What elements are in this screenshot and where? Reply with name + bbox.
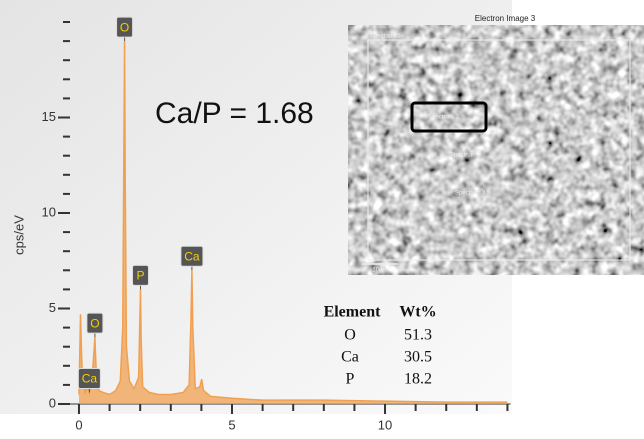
x-tick-label: 5 (228, 417, 235, 432)
table-cell: Ca (341, 349, 359, 366)
x-tick-label: 0 (75, 417, 82, 432)
ratio-annotation: Ca/P = 1.68 (155, 97, 314, 130)
x-tick-label: 10 (378, 417, 392, 432)
inset-title: Electron Image 3 (475, 14, 536, 23)
spectrum-label: Spectrum 3 (450, 153, 481, 159)
sem-texture (348, 25, 644, 275)
y-tick-label: 0 (49, 395, 56, 410)
scale-label: 10µm (372, 268, 387, 274)
peak-label: Ca (82, 372, 98, 386)
y-axis-label: cps/eV (11, 215, 26, 255)
table-header: Element (324, 304, 382, 321)
table-header: Wt% (399, 304, 436, 321)
figure: 0 5 10 15 0 5 10 Ca O O P Ca cps/eV Ca/P = 1.68 Ele… (0, 0, 644, 434)
peak-label: P (136, 269, 144, 283)
peak-label: O (120, 20, 129, 34)
y-tick-label: 10 (42, 204, 56, 219)
spectrum-label: Spectrum 2 (428, 115, 459, 121)
table-cell: 18.2 (404, 371, 432, 388)
peak-label: O (90, 316, 99, 330)
y-tick-label: 15 (42, 109, 56, 124)
table-cell: P (346, 371, 355, 388)
peak-label: Ca (184, 249, 200, 263)
y-tick-label: 5 (49, 300, 56, 315)
sem-inset: Electron Image 3 Spectrum 1 Spectrum 2 S… (348, 14, 644, 275)
spectrum-label: Spectrum 1 (370, 34, 401, 40)
table-cell: 51.3 (404, 327, 432, 344)
spectrum-label: Spectrum 4 (455, 191, 486, 197)
table-cell: 30.5 (404, 349, 432, 366)
table-cell: O (344, 327, 356, 344)
